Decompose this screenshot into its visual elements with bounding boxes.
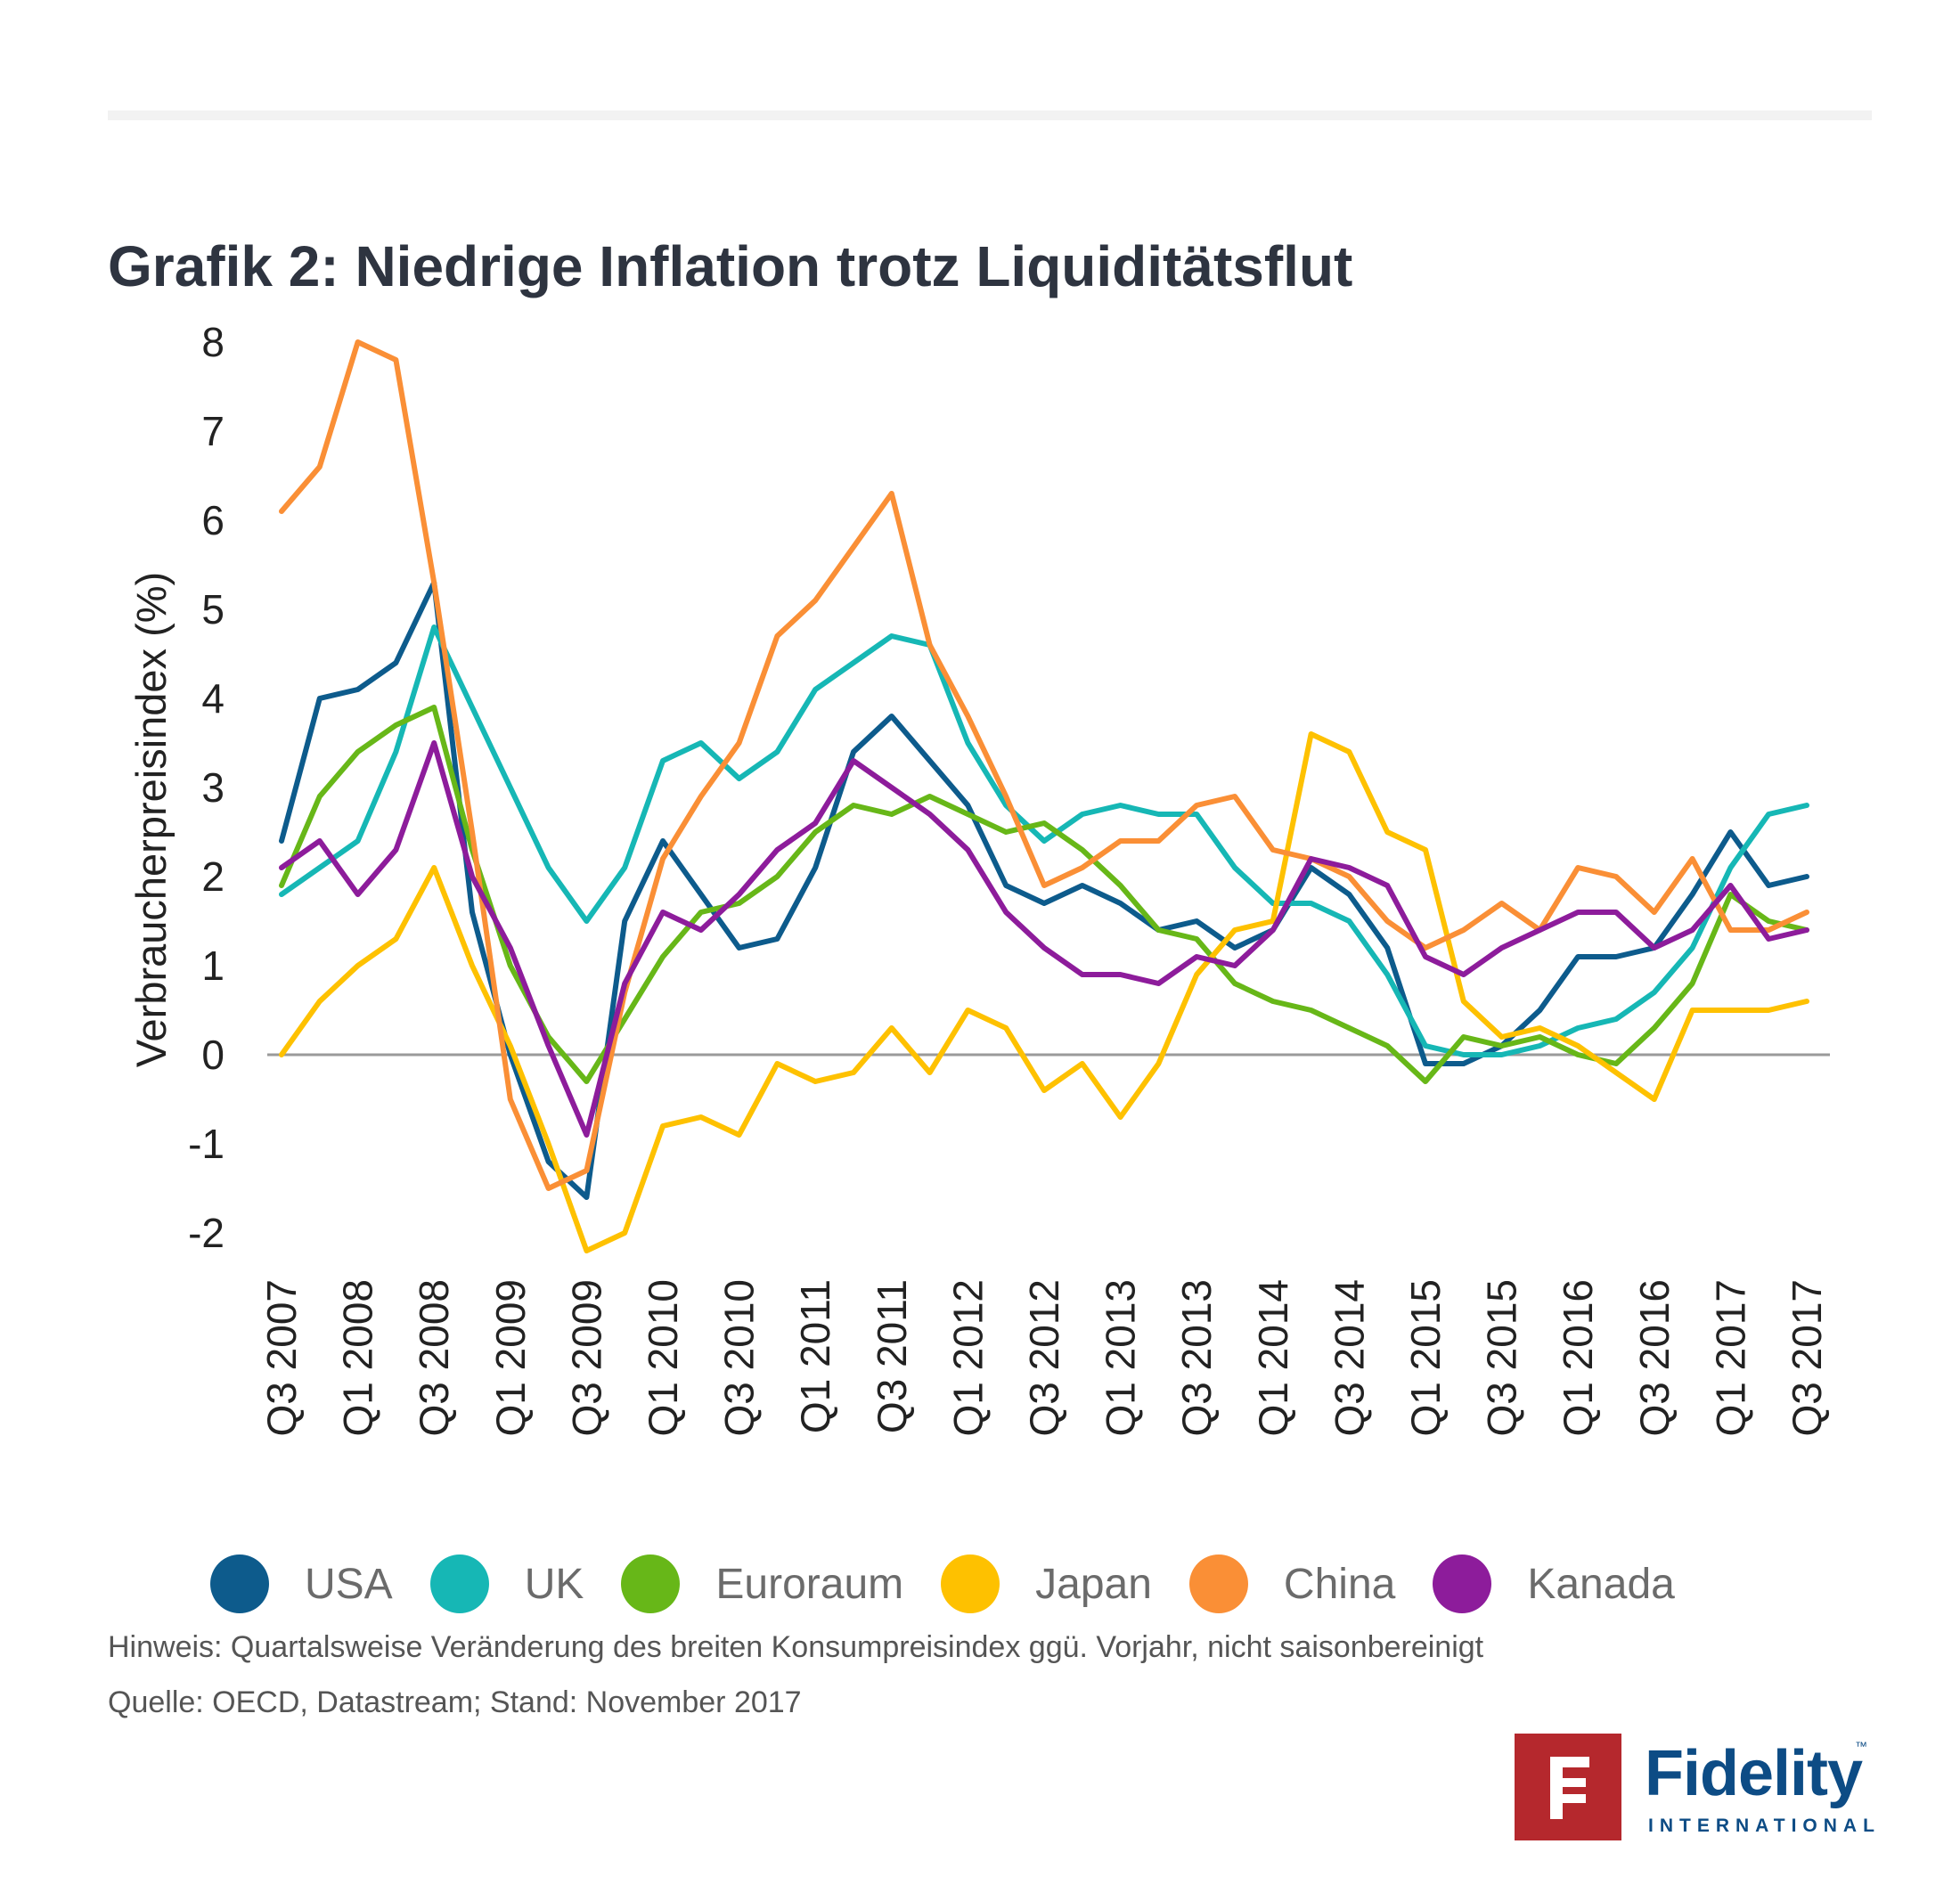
x-tick-label: Q1 2013 [1098,1279,1144,1436]
x-tick-label: Q3 2012 [1021,1279,1067,1436]
legend-label: UK [524,1560,584,1608]
y-tick-label: 3 [201,764,225,811]
y-tick-label: 8 [201,319,225,365]
y-tick-label: -1 [188,1121,225,1167]
line-chart: Verbraucherpreisindex (%) 876543210-1-2 … [127,319,1830,1436]
x-tick-label: Q3 2015 [1479,1279,1525,1436]
x-tick-label: Q3 2008 [411,1279,457,1436]
y-axis-ticks: 8 7 6 5 4 3 2 1 0 -1 -2 [188,319,225,1256]
legend-label: Kanada [1527,1560,1675,1608]
x-tick-label: Q3 2007 [258,1279,305,1436]
legend-item-usa: USA [210,1555,393,1613]
series-lines [279,339,1809,1253]
series-line-uk [279,624,1809,1057]
x-tick-label: Q1 2008 [335,1279,381,1436]
y-tick-label: 0 [201,1032,225,1078]
x-tick-label: Q3 2016 [1631,1279,1678,1436]
legend-swatch [941,1555,1000,1613]
x-tick-label: Q3 2011 [869,1279,915,1433]
fidelity-logo: Fidelity ™ INTERNATIONAL [1515,1734,1874,1840]
chart-legend: USA UK Euroraum Japan China Kanada [210,1548,1712,1620]
y-tick-label: 7 [201,408,225,454]
legend-label: China [1283,1560,1396,1608]
legend-swatch [1188,1555,1248,1613]
y-tick-label: 6 [201,497,225,543]
legend-item-kanada: Kanada [1433,1555,1675,1613]
legend-item-euroraum: Euroraum [621,1555,903,1613]
x-axis-ticks: Q3 2007 Q1 2008 Q3 2008 Q1 2009 Q3 2009 Q1 20… [258,1279,1830,1436]
legend-label: USA [305,1560,393,1608]
x-tick-label: Q3 2017 [1784,1279,1830,1436]
fidelity-logo-tm: ™ [1855,1739,1867,1753]
legend-swatch [210,1555,269,1613]
x-tick-label: Q1 2017 [1707,1279,1753,1436]
fidelity-logo-name: Fidelity [1645,1738,1863,1809]
legend-swatch [1433,1555,1492,1613]
series-line-china [279,339,1809,1191]
y-axis-title: Verbraucherpreisindex (%) [127,572,175,1067]
chart-source: Quelle: OECD, Datastream; Stand: Novembe… [108,1685,802,1719]
legend-swatch [429,1555,489,1613]
x-tick-label: Q1 2016 [1555,1279,1601,1436]
x-tick-label: Q3 2014 [1326,1279,1372,1436]
x-tick-label: Q1 2014 [1250,1279,1296,1436]
x-tick-label: Q3 2013 [1173,1279,1220,1436]
x-tick-label: Q1 2009 [487,1279,534,1436]
series-line-japan [279,731,1809,1253]
x-tick-label: Q1 2011 [792,1279,838,1433]
fidelity-logo-sub: INTERNATIONAL [1648,1816,1881,1836]
legend-item-japan: Japan [941,1555,1152,1613]
x-tick-label: Q3 2009 [563,1279,609,1436]
x-tick-label: Q1 2015 [1402,1279,1449,1436]
legend-item-china: China [1188,1555,1396,1613]
y-tick-label: 1 [201,942,225,989]
y-tick-label: 4 [201,675,225,722]
chart-note: Hinweis: Quartalsweise Veränderung des b… [108,1630,1484,1664]
series-line-kanada [279,740,1809,1138]
fidelity-logo-mark [1515,1734,1621,1840]
x-tick-label: Q1 2010 [640,1279,686,1436]
top-divider [108,110,1872,120]
y-tick-label: 2 [201,853,225,900]
y-tick-label: 5 [201,586,225,632]
x-tick-label: Q3 2010 [716,1279,763,1436]
legend-swatch [621,1555,681,1613]
legend-label: Japan [1035,1560,1152,1608]
y-tick-label: -2 [188,1210,225,1256]
series-line-usa [279,580,1809,1200]
x-tick-label: Q1 2012 [944,1279,991,1436]
chart-title: Grafik 2: Niedrige Inflation trotz Liqui… [108,234,1353,298]
legend-label: Euroraum [715,1560,904,1608]
legend-item-uk: UK [429,1555,584,1613]
